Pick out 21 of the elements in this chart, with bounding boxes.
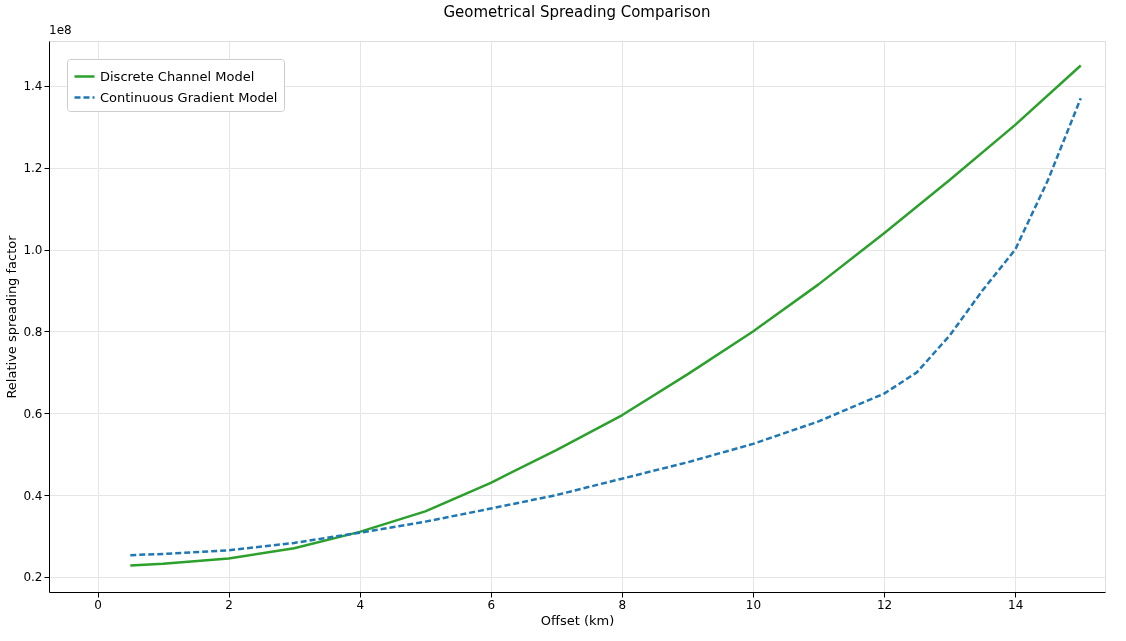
- y-tick-label: 0.6: [23, 406, 43, 421]
- x-tick-label: 2: [225, 597, 233, 612]
- y-tick-label: 1.0: [23, 243, 43, 258]
- y-tick-label: 1.2: [23, 161, 43, 176]
- legend-label: Continuous Gradient Model: [100, 89, 278, 105]
- x-tick-label: 10: [745, 597, 762, 612]
- x-tick-label: 12: [876, 597, 893, 612]
- x-axis-title: Offset (km): [540, 612, 615, 628]
- text: 1e8: [49, 23, 72, 37]
- chart-title: Geometrical Spreading Comparison: [443, 3, 711, 21]
- x-tick-label: 14: [1008, 597, 1024, 612]
- y-tick-label: 0.4: [23, 488, 43, 503]
- x-tick-label: 0: [94, 597, 102, 612]
- y-axis-title: Relative spreading factor: [4, 234, 20, 399]
- legend-label: Discrete Channel Model: [100, 68, 255, 84]
- y-tick-label: 0.8: [23, 324, 43, 339]
- x-tick-label: 8: [618, 597, 627, 612]
- x-tick-label: 4: [356, 597, 365, 612]
- x-tick-label: 6: [487, 597, 496, 612]
- y-tick-label: 1.4: [23, 79, 43, 94]
- y-tick-label: 0.2: [23, 570, 43, 585]
